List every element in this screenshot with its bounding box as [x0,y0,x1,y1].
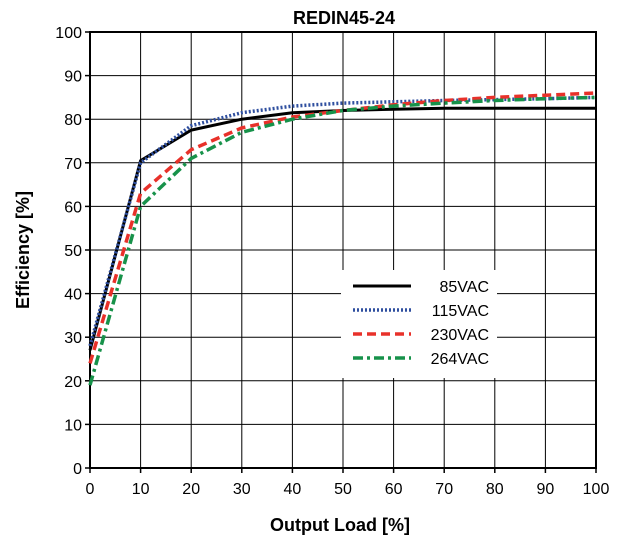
x-tick-label: 90 [537,481,555,498]
x-tick-label: 0 [86,481,95,498]
series-line-85vac [88,106,596,351]
tick-labels: 0 10 20 30 40 50 60 70 80 90 100 0 10 20 30 40 50 60 70 80 9… [55,25,609,498]
plot-frame [89,31,597,469]
y-tick-label: 70 [64,156,82,173]
legend-label: 230VAC [431,327,489,344]
x-tick-label: 30 [233,481,251,498]
x-axis-title: Output Load [%] [270,515,410,535]
y-tick-label: 60 [64,199,82,216]
chart-title: REDIN45-24 [293,8,395,28]
x-tick-label: 70 [435,481,453,498]
y-tick-label: 90 [64,69,82,86]
series-lines [88,91,597,386]
x-tick-label: 100 [583,481,610,498]
x-tick-label: 60 [385,481,403,498]
legend-box [341,270,497,378]
y-tick-label: 10 [64,417,82,434]
y-tick-label: 20 [64,374,82,391]
y-axis-title: Efficiency [%] [13,191,33,309]
x-tick-label: 50 [334,481,352,498]
y-tick-label: 100 [55,25,82,42]
x-tick-label: 40 [284,481,302,498]
y-tick-label: 30 [64,330,82,347]
x-tick-label: 80 [486,481,504,498]
x-tick-label: 10 [132,481,150,498]
y-tick-label: 40 [64,287,82,304]
y-tick-label: 80 [64,112,82,129]
series-line-264vac [88,95,597,386]
y-tick-label: 0 [73,461,82,478]
legend-label: 264VAC [431,351,489,368]
legend: 85VAC 115VAC 230VAC 264VAC [341,270,497,378]
legend-label: 115VAC [432,303,489,320]
y-tick-label: 50 [64,243,82,260]
legend-label: 85VAC [439,279,489,296]
x-tick-label: 20 [182,481,200,498]
